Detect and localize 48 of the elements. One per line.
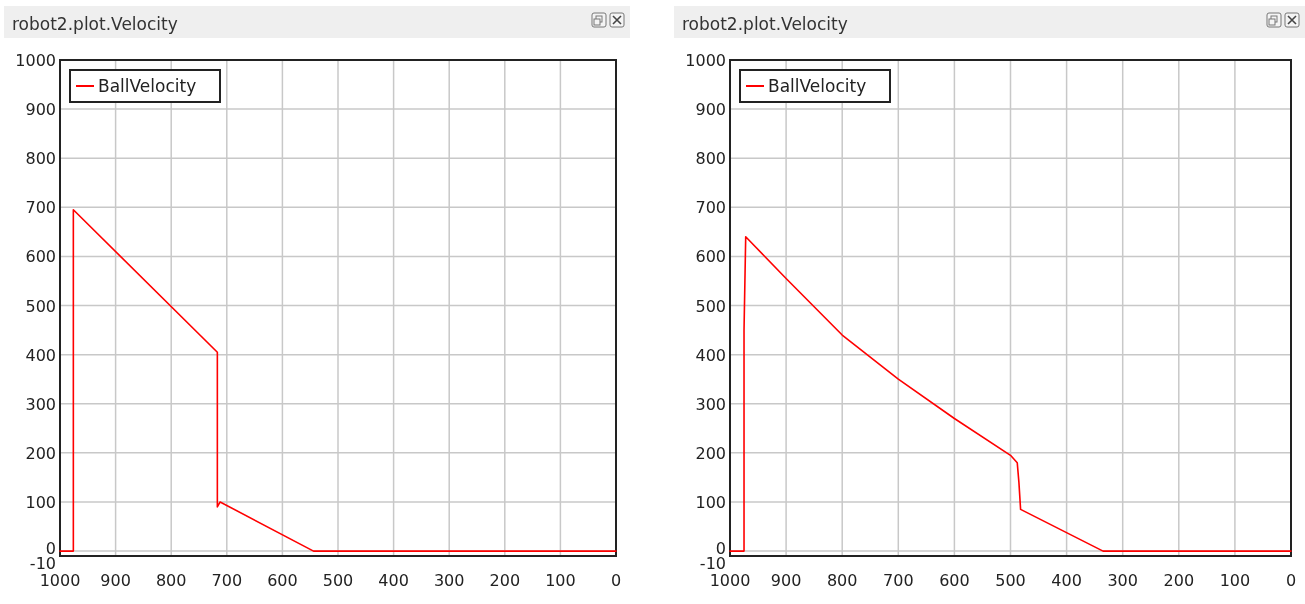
y-tick-label: 1000 [15,51,56,70]
y-tick-label: 800 [695,149,726,169]
y-tick-label: 100 [25,492,56,512]
x-tick-label: 500 [322,571,354,590]
x-tick-label: 0 [1285,571,1297,590]
x-tick-label: 100 [545,571,576,590]
legend-label: BallVelocity [768,76,867,96]
x-tick-label: 800 [155,571,187,590]
x-tick-label: 700 [211,571,243,590]
y-tick-label: -10 [29,554,56,573]
y-tick-label: 100 [695,492,726,512]
x-tick-label: 200 [489,571,521,590]
y-tick-label: 500 [695,296,726,316]
y-tick-label: 400 [695,345,726,365]
y-tick-label: 800 [25,149,56,169]
y-tick-label: 600 [695,247,726,267]
y-tick-label: 300 [695,394,726,414]
y-tick-label: 700 [695,198,726,218]
x-tick-label: 600 [939,571,970,590]
x-tick-label: 500 [995,571,1026,590]
chart-title: robot2.plot.Velocity [682,14,848,34]
x-tick-label: 200 [1163,571,1195,590]
y-tick-label: -10 [699,554,726,573]
y-tick-label: 900 [25,100,56,120]
x-tick-label: 400 [378,571,409,590]
y-tick-label: 400 [25,345,56,365]
x-tick-label: 100 [1219,571,1251,590]
x-tick-label: 300 [1107,571,1138,590]
y-tick-label: 500 [25,296,56,316]
y-tick-label: 700 [25,198,56,218]
x-tick-label: 300 [433,571,465,590]
y-tick-label: 600 [25,247,56,267]
x-tick-label: 900 [100,571,131,590]
line-series [59,208,617,552]
x-tick-label: 600 [267,571,298,590]
x-tick-label: 0 [610,571,622,590]
y-tick-label: 200 [25,443,56,463]
y-tick-label: 900 [695,100,726,120]
legend-label: BallVelocity [98,76,197,96]
y-tick-label: 300 [25,394,56,414]
x-tick-label: 900 [770,571,802,590]
line-series [729,235,1292,552]
y-tick-label: 200 [695,443,726,463]
y-tick-label: 1000 [685,51,726,70]
chart-title: robot2.plot.Velocity [12,14,178,34]
x-tick-label: 700 [883,571,914,590]
x-tick-label: 400 [1051,571,1082,590]
x-tick-label: 800 [826,571,858,590]
